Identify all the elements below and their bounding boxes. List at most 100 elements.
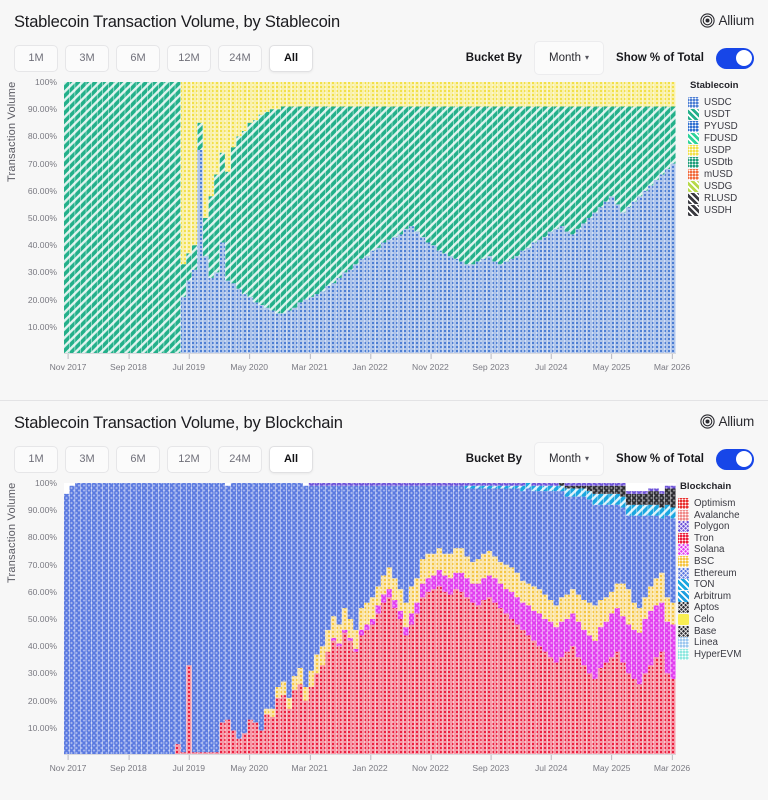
legend-item-solana[interactable]: Solana xyxy=(678,544,766,556)
range-button-6m[interactable]: 6M xyxy=(116,44,160,72)
legend-item-usdt[interactable]: USDT xyxy=(688,109,768,120)
legend-swatch-icon xyxy=(678,625,689,637)
legend-item-base[interactable]: Base xyxy=(678,625,766,637)
range-button-all[interactable]: All xyxy=(269,44,313,72)
legend-item-label: Base xyxy=(694,625,717,637)
legend-swatch-icon xyxy=(678,521,689,533)
legend-item-arbitrum[interactable]: Arbitrum xyxy=(678,590,766,602)
chevron-down-icon: ▾ xyxy=(585,53,590,62)
x-axis-tick: Sep 2023 xyxy=(472,354,509,372)
allium-brand-name: Allium xyxy=(718,13,754,28)
legend-item-usdh[interactable]: USDH xyxy=(688,205,768,216)
legend-item-musd[interactable]: mUSD xyxy=(688,169,768,180)
x-axis-tick: May 2025 xyxy=(593,755,630,773)
plot-area[interactable]: 100% 90.00% 80.00% 70.00% 60.00% 50.00% 40.00%… xyxy=(28,478,690,773)
legend-item-usdp[interactable]: USDP xyxy=(688,145,768,156)
range-button-6m[interactable]: 6M xyxy=(116,445,160,473)
legend-item-usdg[interactable]: USDG xyxy=(688,181,768,192)
legend-item-ethereum[interactable]: Ethereum xyxy=(678,567,766,579)
legend-item-label: Optimism xyxy=(694,498,736,509)
range-button-3m[interactable]: 3M xyxy=(65,44,109,72)
y-axis-tick: 80.00% xyxy=(27,131,57,142)
range-button-label: 1M xyxy=(28,52,44,64)
legend-item-ton[interactable]: TON xyxy=(678,579,766,591)
range-button-12m[interactable]: 12M xyxy=(167,445,211,473)
plot-area[interactable]: 100% 90.00% 80.00% 70.00% 60.00% 50.00% 40.00%… xyxy=(28,77,690,372)
legend-item-label: PYUSD xyxy=(704,121,738,132)
legend-swatch-icon xyxy=(678,648,689,660)
bucket-by-select[interactable]: Month ▾ xyxy=(534,41,605,75)
y-axis-tick: 90.00% xyxy=(27,505,57,516)
range-button-12m[interactable]: 12M xyxy=(167,44,211,72)
x-axis-tick: Mar 2026 xyxy=(654,755,690,773)
chart-controls: 1M 3M 6M 12M 24M All Bucket By Month ▾ Show %… xyxy=(0,32,768,75)
allium-logo: Allium xyxy=(700,413,754,429)
panel-header: Stablecoin Transaction Volume, by Blockc… xyxy=(0,401,768,433)
toggle-knob xyxy=(735,451,752,467)
legend-item-label: RLUSD xyxy=(704,193,738,204)
legend-item-aptos[interactable]: Aptos xyxy=(678,602,766,614)
legend-item-label: BSC xyxy=(694,555,715,567)
legend-item-usdtb[interactable]: USDtb xyxy=(688,157,768,168)
legend-swatch-icon xyxy=(678,590,689,602)
legend-item-fdusd[interactable]: FDUSD xyxy=(688,133,768,144)
range-button-label: All xyxy=(283,52,299,64)
x-axis-tick: Nov 2022 xyxy=(412,755,449,773)
y-axis-tick: 100% xyxy=(35,77,57,87)
range-button-24m[interactable]: 24M xyxy=(218,445,262,473)
x-axis-tick: Sep 2018 xyxy=(110,354,147,372)
legend-item-label: HyperEVM xyxy=(694,648,742,660)
y-axis-title: Transaction Volume xyxy=(6,482,18,583)
legend-item-label: Linea xyxy=(694,637,718,649)
page-title: Stablecoin Transaction Volume, by Stable… xyxy=(14,13,340,31)
show-percent-toggle[interactable] xyxy=(716,47,754,69)
y-axis-tick: 10.00% xyxy=(27,321,57,332)
range-button-label: 12M xyxy=(178,453,200,465)
legend-item-label: USDC xyxy=(704,97,732,108)
x-axis-tick: May 2020 xyxy=(230,354,268,372)
legend-item-bsc[interactable]: BSC xyxy=(678,555,766,567)
range-button-all[interactable]: All xyxy=(269,445,313,473)
y-axis-tick: 30.00% xyxy=(27,668,57,679)
legend-swatch-icon xyxy=(678,637,689,649)
legend-item-polygon[interactable]: Polygon xyxy=(678,521,766,533)
legend-item-linea[interactable]: Linea xyxy=(678,637,766,649)
legend-swatch-icon xyxy=(678,555,689,567)
legend-item-label: USDtb xyxy=(704,157,733,168)
chevron-down-icon: ▾ xyxy=(585,454,590,463)
legend-swatch-icon xyxy=(678,498,689,509)
legend-item-hyperevm[interactable]: HyperEVM xyxy=(678,648,766,660)
range-button-1m[interactable]: 1M xyxy=(14,445,58,473)
legend-item-rlusd[interactable]: RLUSD xyxy=(688,193,768,204)
chart-legend: Blockchain Optimism Avalanche Polygon Tr… xyxy=(678,481,766,660)
bucket-by-select[interactable]: Month ▾ xyxy=(534,442,605,476)
legend-swatch-icon xyxy=(678,602,689,614)
legend-item-label: Celo xyxy=(694,613,715,625)
x-axis-tick: Nov 2017 xyxy=(50,755,86,773)
x-axis-tick: Jul 2019 xyxy=(173,755,205,773)
range-button-label: 12M xyxy=(178,52,200,64)
y-axis-tick: 40.00% xyxy=(27,641,57,652)
legend-item-optimism[interactable]: Optimism xyxy=(678,498,766,509)
legend-item-label: Solana xyxy=(694,544,725,556)
show-percent-toggle[interactable] xyxy=(716,448,754,470)
y-axis-tick: 10.00% xyxy=(27,722,57,733)
legend-item-label: USDP xyxy=(704,145,732,156)
range-button-label: 1M xyxy=(28,453,44,465)
range-button-24m[interactable]: 24M xyxy=(218,44,262,72)
legend-item-avalanche[interactable]: Avalanche xyxy=(678,509,766,521)
legend-item-tron[interactable]: Tron xyxy=(678,532,766,544)
x-axis-tick: Jul 2019 xyxy=(173,354,205,372)
bucket-by-label: Bucket By xyxy=(465,453,523,465)
legend-item-celo[interactable]: Celo xyxy=(678,613,766,625)
range-button-1m[interactable]: 1M xyxy=(14,44,58,72)
range-button-label: 3M xyxy=(79,453,95,465)
legend-item-pyusd[interactable]: PYUSD xyxy=(688,121,768,132)
y-axis-tick: 20.00% xyxy=(27,695,57,706)
allium-target-icon xyxy=(700,13,716,28)
x-axis-line xyxy=(64,754,676,755)
legend-item-usdc[interactable]: USDC xyxy=(688,97,768,108)
allium-brand-name: Allium xyxy=(718,414,754,429)
legend-item-label: Arbitrum xyxy=(694,590,732,602)
range-button-3m[interactable]: 3M xyxy=(65,445,109,473)
